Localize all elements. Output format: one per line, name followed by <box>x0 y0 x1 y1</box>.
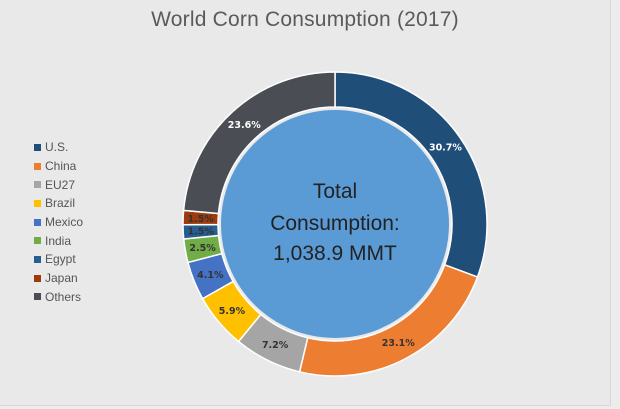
chart-title: World Corn Consumption (2017) <box>151 8 459 31</box>
legend-item: Brazil <box>34 194 83 213</box>
legend-label: Others <box>45 289 82 304</box>
legend-swatch <box>34 199 41 207</box>
legend-item: Egypt <box>34 250 83 269</box>
legend-item: China <box>34 157 83 176</box>
slice-data-label: 1.5% <box>188 226 215 237</box>
legend-swatch <box>34 181 41 189</box>
legend-item: Japan <box>34 269 83 288</box>
legend-item: EU27 <box>34 175 83 194</box>
legend-item: India <box>34 231 83 250</box>
legend-label: India <box>45 233 72 248</box>
slice-data-label: 2.5% <box>189 243 216 254</box>
legend-item: Others <box>34 288 83 307</box>
slice-data-label: 4.1% <box>197 270 224 281</box>
slice-data-label: 23.1% <box>382 338 415 349</box>
legend-label: China <box>45 159 77 174</box>
legend-label: U.S. <box>45 140 69 155</box>
legend-swatch <box>34 237 41 245</box>
legend-swatch <box>34 293 41 301</box>
slice-data-label: 7.2% <box>262 340 289 351</box>
legend-label: Mexico <box>45 215 84 230</box>
legend-swatch <box>34 162 41 170</box>
slice-data-label: 1.5% <box>187 214 214 225</box>
legend-swatch <box>34 218 41 226</box>
slice-data-label: 30.7% <box>429 143 462 154</box>
legend-swatch <box>34 274 41 282</box>
legend-label: Brazil <box>45 196 76 211</box>
center-text-line: 1,038.9 MMT <box>273 242 397 265</box>
legend: U.S. China EU27 Brazil Mexico India Egypt Japan… <box>34 138 83 306</box>
center-text-line: Consumption: <box>270 212 400 235</box>
center-circle <box>221 110 449 338</box>
legend-swatch <box>34 255 41 263</box>
slice-data-label: 5.9% <box>219 306 246 317</box>
legend-item: Mexico <box>34 213 83 232</box>
donut-slice-others <box>182 71 336 215</box>
legend-label: Japan <box>45 271 78 286</box>
legend-label: Egypt <box>45 252 76 267</box>
center-text-line: Total <box>313 180 357 203</box>
legend-swatch <box>34 143 41 151</box>
slice-data-label: 23.6% <box>228 120 261 131</box>
legend-label: EU27 <box>45 177 76 192</box>
legend-item: U.S. <box>34 138 83 157</box>
